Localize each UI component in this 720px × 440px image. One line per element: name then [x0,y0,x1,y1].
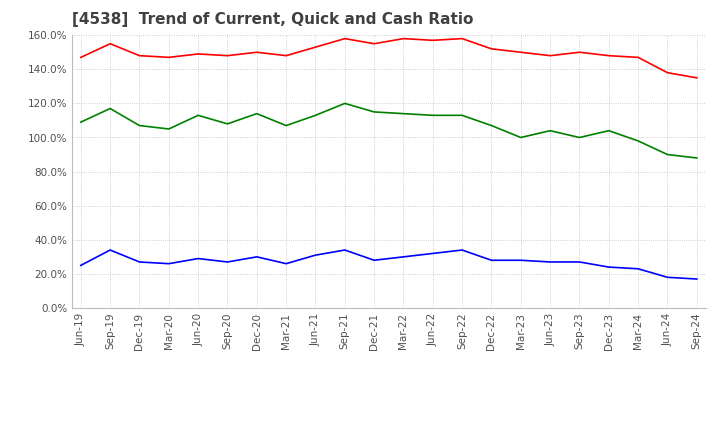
Current Ratio [106,41,114,46]
Quick Ratio [370,109,379,114]
Quick Ratio [106,106,114,111]
Quick Ratio [428,113,437,118]
Quick Ratio [164,126,173,132]
Current Ratio [693,75,701,81]
Cash Ratio [458,247,467,253]
Current Ratio [428,38,437,43]
Text: [4538]  Trend of Current, Quick and Cash Ratio: [4538] Trend of Current, Quick and Cash … [72,12,473,27]
Current Ratio [575,50,584,55]
Quick Ratio [76,120,85,125]
Quick Ratio [693,155,701,161]
Current Ratio [76,55,85,60]
Current Ratio [282,53,290,58]
Cash Ratio [341,247,349,253]
Cash Ratio [194,256,202,261]
Current Ratio [341,36,349,41]
Current Ratio [135,53,144,58]
Cash Ratio [135,259,144,264]
Quick Ratio [458,113,467,118]
Quick Ratio [311,113,320,118]
Cash Ratio [76,263,85,268]
Quick Ratio [575,135,584,140]
Current Ratio [399,36,408,41]
Quick Ratio [253,111,261,116]
Cash Ratio [516,258,525,263]
Cash Ratio [399,254,408,260]
Current Ratio [546,53,554,58]
Cash Ratio [164,261,173,266]
Quick Ratio [282,123,290,128]
Cash Ratio [605,264,613,270]
Current Ratio [223,53,232,58]
Current Ratio [634,55,642,60]
Quick Ratio [605,128,613,133]
Cash Ratio [575,259,584,264]
Quick Ratio [663,152,672,157]
Legend: Current Ratio, Quick Ratio, Cash Ratio: Current Ratio, Quick Ratio, Cash Ratio [202,437,576,440]
Cash Ratio [428,251,437,256]
Quick Ratio [487,123,496,128]
Cash Ratio [311,253,320,258]
Current Ratio [370,41,379,46]
Quick Ratio [399,111,408,116]
Quick Ratio [194,113,202,118]
Cash Ratio [282,261,290,266]
Current Ratio [487,46,496,51]
Quick Ratio [341,101,349,106]
Quick Ratio [634,138,642,143]
Quick Ratio [546,128,554,133]
Cash Ratio [663,275,672,280]
Cash Ratio [370,258,379,263]
Quick Ratio [223,121,232,127]
Current Ratio [311,44,320,50]
Current Ratio [605,53,613,58]
Current Ratio [194,51,202,57]
Cash Ratio [253,254,261,260]
Cash Ratio [106,247,114,253]
Quick Ratio [516,135,525,140]
Current Ratio [253,50,261,55]
Current Ratio [516,50,525,55]
Line: Cash Ratio: Cash Ratio [81,250,697,279]
Quick Ratio [135,123,144,128]
Current Ratio [458,36,467,41]
Current Ratio [663,70,672,75]
Line: Current Ratio: Current Ratio [81,39,697,78]
Cash Ratio [634,266,642,271]
Cash Ratio [223,259,232,264]
Line: Quick Ratio: Quick Ratio [81,103,697,158]
Current Ratio [164,55,173,60]
Cash Ratio [546,259,554,264]
Cash Ratio [693,276,701,282]
Cash Ratio [487,258,496,263]
